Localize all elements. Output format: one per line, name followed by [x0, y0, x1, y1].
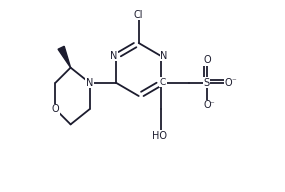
Text: Cl: Cl [134, 10, 143, 20]
Text: ⁻: ⁻ [210, 100, 215, 109]
Text: N: N [110, 51, 117, 61]
Text: HO: HO [152, 131, 167, 141]
Text: O: O [225, 78, 232, 88]
Text: ⁻: ⁻ [231, 77, 236, 86]
Text: N: N [160, 51, 168, 61]
Text: O: O [204, 55, 211, 65]
Text: C: C [160, 78, 166, 87]
Text: N: N [86, 78, 93, 88]
Text: S: S [204, 78, 210, 88]
Text: O: O [204, 100, 211, 110]
Polygon shape [58, 46, 71, 68]
Text: O: O [52, 104, 59, 114]
